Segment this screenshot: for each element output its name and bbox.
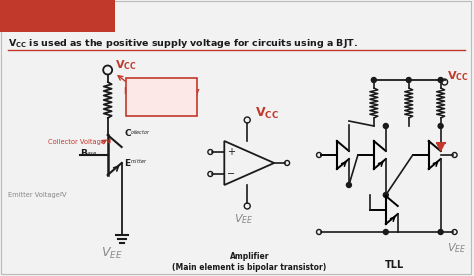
Text: $_C$: $_C$: [107, 138, 112, 146]
Circle shape: [438, 123, 443, 129]
Text: Amplifier
(Main element is bipolar transistor): Amplifier (Main element is bipolar trans…: [172, 252, 327, 272]
Text: $\mathbf{C}$: $\mathbf{C}$: [124, 128, 132, 139]
Text: Emitter Voltage V: Emitter Voltage V: [8, 192, 66, 198]
Text: Positive Supply
Voltage: Positive Supply Voltage: [124, 87, 199, 107]
Text: $V_{EE}$: $V_{EE}$: [234, 212, 254, 226]
Circle shape: [438, 78, 443, 83]
Text: $\mathbf{B}$: $\mathbf{B}$: [80, 147, 88, 158]
Text: $\mathbf{E}$: $\mathbf{E}$: [124, 156, 131, 168]
Text: $V_{EE}$: $V_{EE}$: [447, 241, 466, 255]
Text: TLL: TLL: [385, 260, 404, 270]
Text: $_{ollector}$: $_{ollector}$: [129, 129, 150, 137]
Text: Collector Voltage V: Collector Voltage V: [48, 139, 111, 145]
Circle shape: [383, 123, 388, 129]
Text: $_E$: $_E$: [59, 191, 64, 199]
Text: $V_{EE}$: $V_{EE}$: [101, 245, 122, 261]
Circle shape: [406, 78, 411, 83]
Circle shape: [383, 230, 388, 235]
Text: −: −: [227, 169, 236, 179]
Text: $\mathbf{V_{CC}}$: $\mathbf{V_{CC}}$: [115, 58, 136, 72]
Text: +: +: [227, 147, 235, 157]
Text: $\mathbf{V_{CC}}$: $\mathbf{V_{CC}}$: [255, 105, 279, 121]
Text: $\mathbf{V_{CC}}$: $\mathbf{V_{CC}}$: [447, 69, 468, 83]
FancyBboxPatch shape: [126, 78, 197, 116]
Circle shape: [383, 192, 388, 198]
Text: $\mathbf{V_{CC}}$: $\mathbf{V_{CC}}$: [41, 7, 73, 27]
Circle shape: [346, 182, 351, 187]
Circle shape: [438, 230, 443, 235]
Polygon shape: [437, 143, 445, 151]
Circle shape: [371, 78, 376, 83]
Text: $_{mitter}$: $_{mitter}$: [129, 158, 147, 166]
Text: $_{ase}$: $_{ase}$: [86, 148, 97, 158]
Text: $\mathbf{V_{CC}}$ $\mathbf{is\ used\ as\ the\ positive\ supply\ voltage\ for\ ci: $\mathbf{V_{CC}}$ $\mathbf{is\ used\ as\…: [8, 38, 358, 51]
FancyBboxPatch shape: [0, 0, 115, 32]
